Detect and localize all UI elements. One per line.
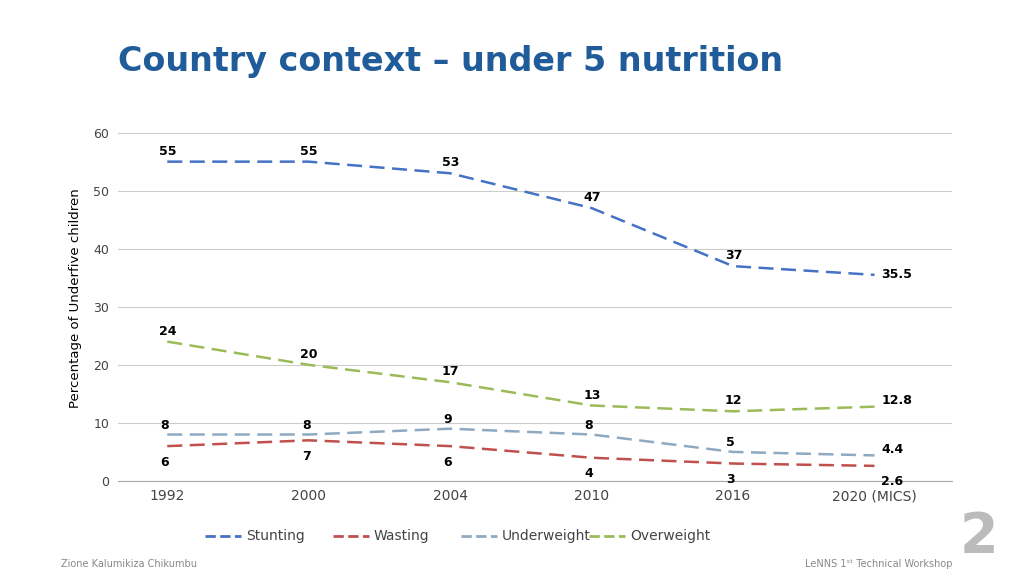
Text: 55: 55 [300,145,317,158]
Y-axis label: Percentage of Underfive children: Percentage of Underfive children [70,188,82,408]
Text: 47: 47 [584,191,601,204]
Text: Wasting: Wasting [374,529,429,543]
Text: Country context – under 5 nutrition: Country context – under 5 nutrition [118,45,783,78]
Text: 8: 8 [161,419,169,432]
Text: 6: 6 [443,456,452,468]
Text: 24: 24 [159,325,176,338]
Text: 4: 4 [585,467,594,480]
Text: Stunting: Stunting [246,529,304,543]
Text: 2.6: 2.6 [882,475,903,488]
Text: 17: 17 [441,365,460,378]
Text: 9: 9 [443,413,452,426]
Text: 8: 8 [585,419,593,432]
Text: LeNNS 1ˢᵗ Technical Workshop: LeNNS 1ˢᵗ Technical Workshop [805,559,952,569]
Text: 53: 53 [441,156,459,169]
Text: 37: 37 [725,249,742,262]
Text: 20: 20 [300,348,317,361]
Text: Zione Kalumikiza Chikumbu: Zione Kalumikiza Chikumbu [61,559,198,569]
Text: 55: 55 [159,145,176,158]
Text: 3: 3 [726,473,735,486]
Text: 8: 8 [302,419,310,432]
Text: Underweight: Underweight [502,529,591,543]
Text: 12.8: 12.8 [882,394,912,407]
Text: 35.5: 35.5 [882,268,912,281]
Text: 7: 7 [302,450,310,463]
Text: Overweight: Overweight [630,529,710,543]
Text: 5: 5 [726,437,735,449]
Text: 12: 12 [725,395,742,407]
Text: 4.4: 4.4 [882,442,904,456]
Text: 2: 2 [959,510,998,564]
Text: 6: 6 [161,456,169,468]
Text: 13: 13 [584,389,601,401]
